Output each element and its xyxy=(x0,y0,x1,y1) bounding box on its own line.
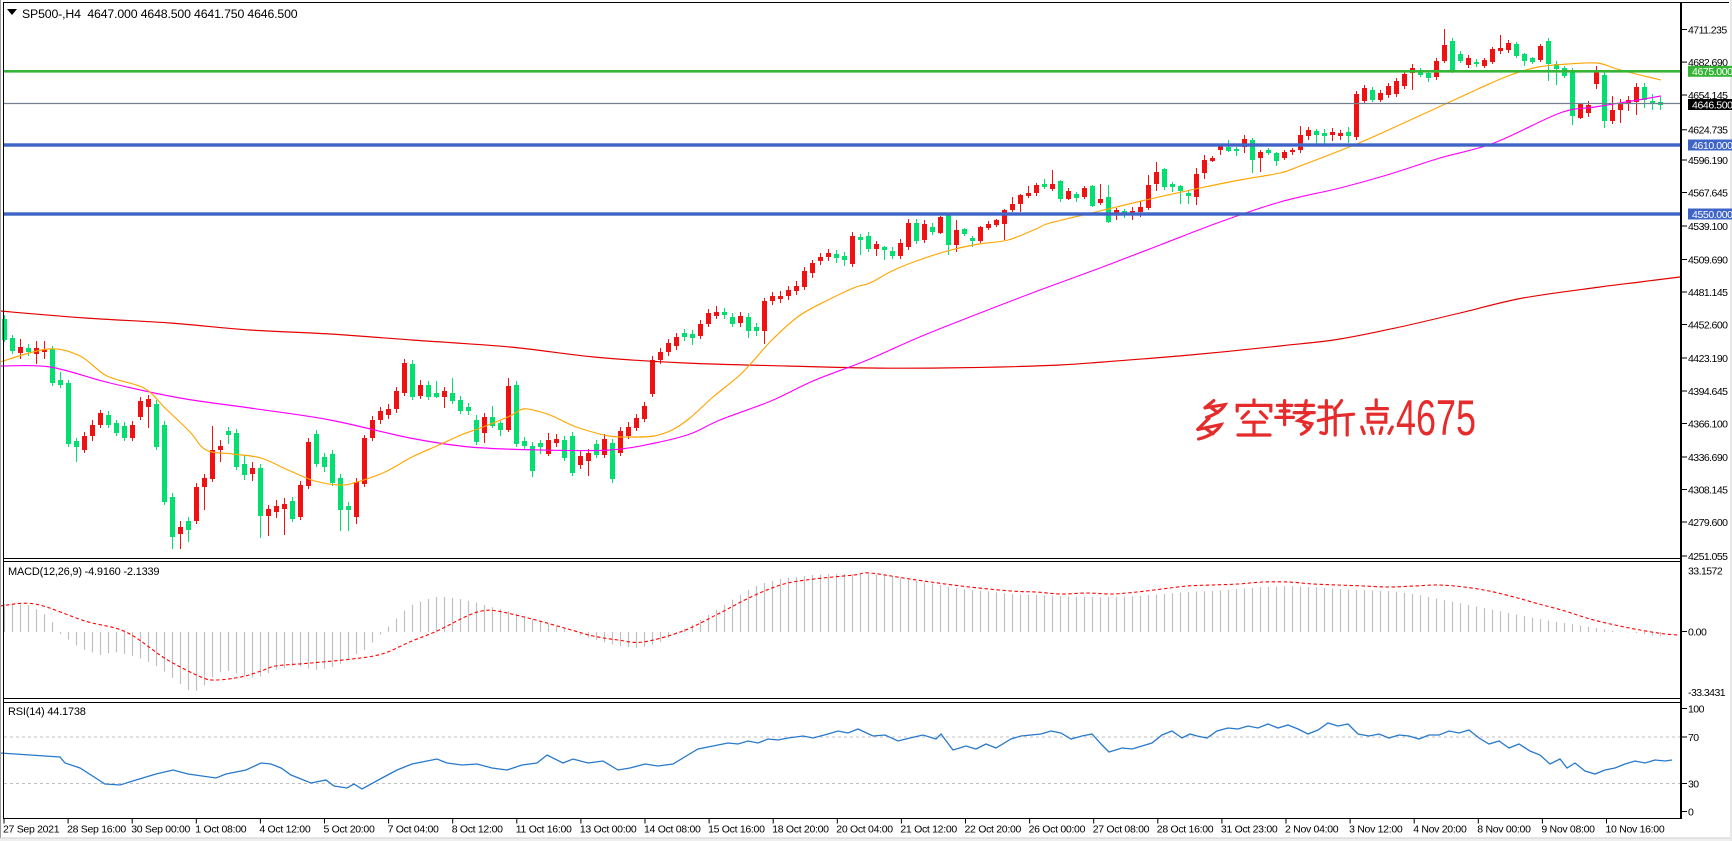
svg-text:4646.500: 4646.500 xyxy=(1692,99,1732,111)
svg-text:4251.055: 4251.055 xyxy=(1688,551,1728,563)
svg-text:4308.145: 4308.145 xyxy=(1688,484,1728,496)
svg-text:70: 70 xyxy=(1688,732,1699,744)
svg-text:4366.100: 4366.100 xyxy=(1688,418,1728,430)
svg-text:21 Oct 12:00: 21 Oct 12:00 xyxy=(900,824,957,836)
svg-text:26 Oct 00:00: 26 Oct 00:00 xyxy=(1029,824,1086,836)
svg-text:31 Oct 23:00: 31 Oct 23:00 xyxy=(1221,824,1278,836)
svg-text:4610.000: 4610.000 xyxy=(1692,140,1732,152)
svg-text:100: 100 xyxy=(1688,703,1705,715)
svg-text:2 Nov 04:00: 2 Nov 04:00 xyxy=(1285,824,1339,836)
svg-text:5 Oct 20:00: 5 Oct 20:00 xyxy=(324,824,375,836)
svg-text:4336.690: 4336.690 xyxy=(1688,452,1728,464)
svg-text:22 Oct 20:00: 22 Oct 20:00 xyxy=(965,824,1022,836)
svg-text:30 Sep 00:00: 30 Sep 00:00 xyxy=(131,824,190,836)
svg-text:0: 0 xyxy=(1688,806,1694,818)
svg-text:7 Oct 04:00: 7 Oct 04:00 xyxy=(388,824,439,836)
svg-text:4550.000: 4550.000 xyxy=(1692,209,1732,221)
svg-text:4 Nov 20:00: 4 Nov 20:00 xyxy=(1413,824,1467,836)
svg-text:3 Nov 12:00: 3 Nov 12:00 xyxy=(1349,824,1403,836)
svg-text:4567.645: 4567.645 xyxy=(1688,187,1728,199)
svg-text:0.00: 0.00 xyxy=(1688,626,1707,638)
svg-text:4481.145: 4481.145 xyxy=(1688,287,1728,299)
svg-text:4654.145: 4654.145 xyxy=(1688,90,1728,102)
svg-text:27 Sep 2021: 27 Sep 2021 xyxy=(3,824,60,836)
svg-text:28 Oct 16:00: 28 Oct 16:00 xyxy=(1157,824,1214,836)
svg-text:4539.100: 4539.100 xyxy=(1688,221,1728,233)
svg-text:1 Oct 08:00: 1 Oct 08:00 xyxy=(195,824,246,836)
svg-text:18 Oct 20:00: 18 Oct 20:00 xyxy=(772,824,829,836)
svg-text:MACD(12,26,9) -4.9160 -2.1339: MACD(12,26,9) -4.9160 -2.1339 xyxy=(8,566,159,578)
svg-text:-33.3431: -33.3431 xyxy=(1688,687,1726,699)
svg-text:28 Sep 16:00: 28 Sep 16:00 xyxy=(67,824,126,836)
svg-text:15 Oct 16:00: 15 Oct 16:00 xyxy=(708,824,765,836)
svg-text:4675.000: 4675.000 xyxy=(1692,66,1732,78)
svg-text:4452.600: 4452.600 xyxy=(1688,319,1728,331)
svg-text:9 Nov 08:00: 9 Nov 08:00 xyxy=(1541,824,1595,836)
svg-text:4711.235: 4711.235 xyxy=(1688,24,1727,36)
svg-text:13 Oct 00:00: 13 Oct 00:00 xyxy=(580,824,637,836)
svg-text:4394.645: 4394.645 xyxy=(1688,386,1728,398)
svg-text:4624.735: 4624.735 xyxy=(1688,125,1728,137)
svg-text:4596.190: 4596.190 xyxy=(1688,155,1728,167)
svg-text:11 Oct 16:00: 11 Oct 16:00 xyxy=(516,824,572,836)
svg-text:30: 30 xyxy=(1688,778,1699,790)
svg-text:SP500-,H4 4647.000 4648.500 4: SP500-,H4 4647.000 4648.500 4641.750 464… xyxy=(22,7,298,21)
svg-text:RSI(14) 44.1738: RSI(14) 44.1738 xyxy=(8,706,86,718)
svg-text:8 Oct 12:00: 8 Oct 12:00 xyxy=(452,824,503,836)
svg-text:4 Oct 12:00: 4 Oct 12:00 xyxy=(259,824,310,836)
svg-text:8 Nov 00:00: 8 Nov 00:00 xyxy=(1477,824,1531,836)
svg-text:20 Oct 04:00: 20 Oct 04:00 xyxy=(836,824,893,836)
svg-text:4423.190: 4423.190 xyxy=(1688,353,1728,365)
svg-text:27 Oct 08:00: 27 Oct 08:00 xyxy=(1093,824,1150,836)
svg-text:33.1572: 33.1572 xyxy=(1688,565,1723,577)
svg-text:14 Oct 08:00: 14 Oct 08:00 xyxy=(644,824,701,836)
svg-text:4675: 4675 xyxy=(1396,390,1476,446)
svg-text:4279.600: 4279.600 xyxy=(1688,517,1728,529)
svg-text:4509.690: 4509.690 xyxy=(1688,254,1728,266)
svg-text:10 Nov 16:00: 10 Nov 16:00 xyxy=(1606,824,1665,836)
